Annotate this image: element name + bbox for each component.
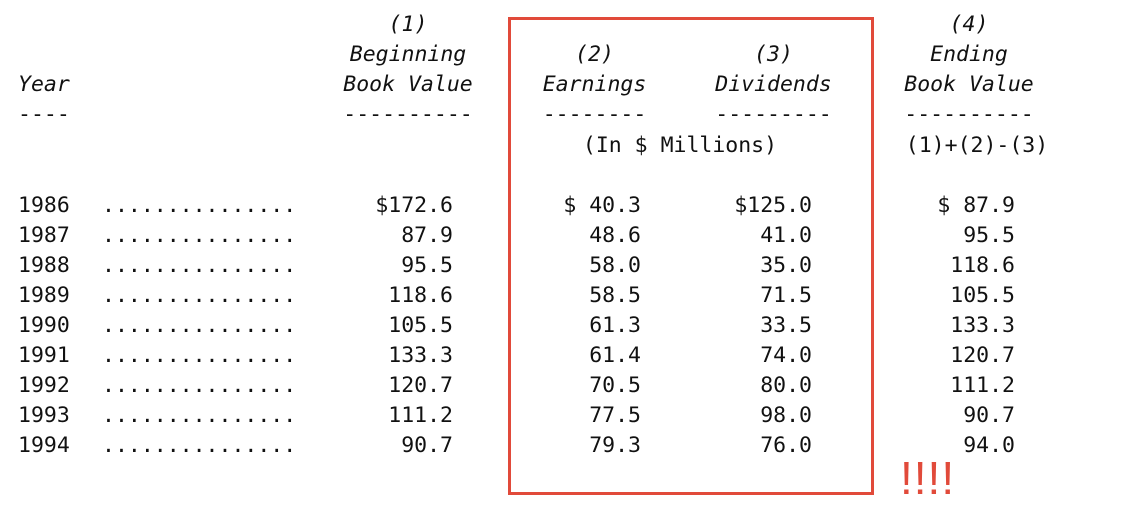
- row-year: 1991: [18, 343, 70, 368]
- row-beginning: 120.7: [388, 373, 453, 398]
- row-beginning: 87.9: [401, 223, 453, 248]
- units-label: (In $ Millions): [582, 133, 778, 158]
- col2-number: (2): [575, 42, 614, 67]
- row-beginning: 111.2: [388, 403, 453, 428]
- row-ending: 90.7: [963, 403, 1015, 428]
- row-leader: ...............: [102, 343, 297, 368]
- highlight-box: [508, 17, 874, 495]
- col3-heading: Dividends: [715, 72, 832, 97]
- row-earnings: 58.5: [589, 283, 641, 308]
- row-leader: ...............: [102, 253, 297, 278]
- col4-number: (4): [949, 12, 989, 37]
- row-ending: 95.5: [963, 223, 1015, 248]
- row-ending: $ 87.9: [937, 193, 1015, 218]
- row-dividends: 74.0: [760, 343, 812, 368]
- col1-heading-line2: Book Value: [343, 72, 473, 97]
- row-year: 1993: [18, 403, 70, 428]
- row-beginning: 118.6: [388, 283, 453, 308]
- row-year: 1989: [18, 283, 70, 308]
- row-ending: 105.5: [950, 283, 1015, 308]
- col1-number: (1): [388, 12, 428, 37]
- row-dividends: 35.0: [760, 253, 812, 278]
- row-earnings: $ 40.3: [563, 193, 641, 218]
- row-earnings: 79.3: [589, 433, 641, 458]
- col2-heading: Earnings: [542, 72, 647, 97]
- row-earnings: 48.6: [589, 223, 641, 248]
- row-earnings: 61.3: [589, 313, 641, 338]
- col3-rule: ---------: [715, 102, 832, 127]
- year-rule: ----: [18, 102, 70, 127]
- row-dividends: 41.0: [760, 223, 812, 248]
- col4-heading-line1: Ending: [930, 42, 1008, 67]
- row-year: 1987: [18, 223, 70, 248]
- row-earnings: 70.5: [589, 373, 641, 398]
- row-year: 1990: [18, 313, 70, 338]
- row-ending: 118.6: [950, 253, 1015, 278]
- year-heading: Year: [18, 72, 70, 97]
- row-ending: 111.2: [950, 373, 1015, 398]
- row-dividends: 71.5: [760, 283, 812, 308]
- row-leader: ...............: [102, 283, 297, 308]
- row-year: 1994: [18, 433, 70, 458]
- row-dividends: $125.0: [734, 193, 812, 218]
- col4-rule: ----------: [904, 102, 1034, 127]
- col1-heading-line1: Beginning: [349, 42, 467, 67]
- row-beginning: 90.7: [401, 433, 453, 458]
- row-dividends: 80.0: [760, 373, 812, 398]
- row-beginning: 95.5: [401, 253, 453, 278]
- row-beginning: 105.5: [388, 313, 453, 338]
- row-leader: ...............: [102, 373, 297, 398]
- row-earnings: 77.5: [589, 403, 641, 428]
- col1-rule: ----------: [343, 102, 473, 127]
- row-year: 1986: [18, 193, 70, 218]
- row-earnings: 61.4: [589, 343, 641, 368]
- row-year: 1992: [18, 373, 70, 398]
- row-leader: ...............: [102, 193, 297, 218]
- row-ending: 133.3: [950, 313, 1015, 338]
- row-ending: 120.7: [950, 343, 1015, 368]
- col2-rule: --------: [542, 102, 647, 127]
- row-dividends: 98.0: [760, 403, 812, 428]
- row-leader: ...............: [102, 403, 297, 428]
- row-leader: ...............: [102, 313, 297, 338]
- exclamation-annotation: !!!!: [900, 452, 956, 504]
- row-earnings: 58.0: [589, 253, 641, 278]
- row-dividends: 76.0: [760, 433, 812, 458]
- col3-number: (3): [754, 42, 793, 67]
- row-beginning: $172.6: [375, 193, 453, 218]
- row-leader: ...............: [102, 433, 297, 458]
- row-beginning: 133.3: [388, 343, 453, 368]
- col4-heading-line2: Book Value: [904, 72, 1034, 97]
- row-dividends: 33.5: [760, 313, 812, 338]
- row-leader: ...............: [102, 223, 297, 248]
- row-ending: 94.0: [963, 433, 1015, 458]
- row-year: 1988: [18, 253, 70, 278]
- col4-formula: (1)+(2)-(3): [905, 133, 1049, 158]
